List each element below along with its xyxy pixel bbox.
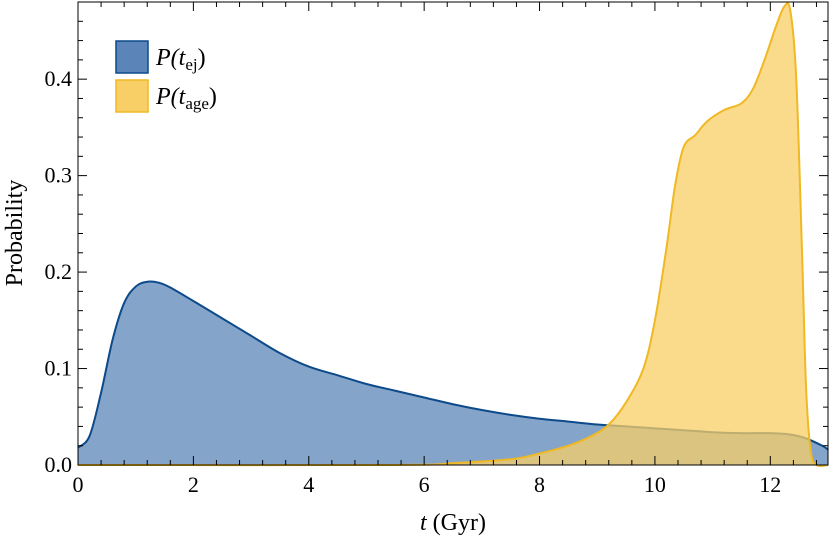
x-tick-label: 12 [759,472,781,497]
y-tick-label: 0.0 [45,452,73,477]
x-tick-label: 2 [188,472,199,497]
legend-swatch-ej [115,40,149,74]
legend-swatch-age [115,79,149,113]
y-axis-label: Probability [2,180,28,287]
y-tick-label: 0.2 [45,259,73,284]
line-age [77,2,829,468]
area-age [78,3,828,467]
axis-ticks [77,1,828,466]
x-tick-labels: 0 2 4 6 8 10 12 [73,472,782,497]
x-tick-label: 4 [303,472,314,497]
x-tick-label: 10 [644,472,666,497]
series-areas [77,2,829,468]
x-tick-label: 8 [534,472,545,497]
y-tick-label: 0.3 [45,163,73,188]
legend: P(tej) P(tage) [115,40,217,113]
area-ej [78,281,828,465]
x-tick-label: 6 [419,472,430,497]
legend-label-age: P(tage) [155,84,217,113]
y-tick-labels: 0.0 0.1 0.2 0.3 0.4 [45,66,73,477]
x-axis-label: t (Gyr) [420,510,486,536]
y-tick-label: 0.4 [45,66,73,91]
y-tick-label: 0.1 [45,356,73,381]
x-tick-label: 0 [73,472,84,497]
legend-label-ej: P(tej) [155,45,206,74]
